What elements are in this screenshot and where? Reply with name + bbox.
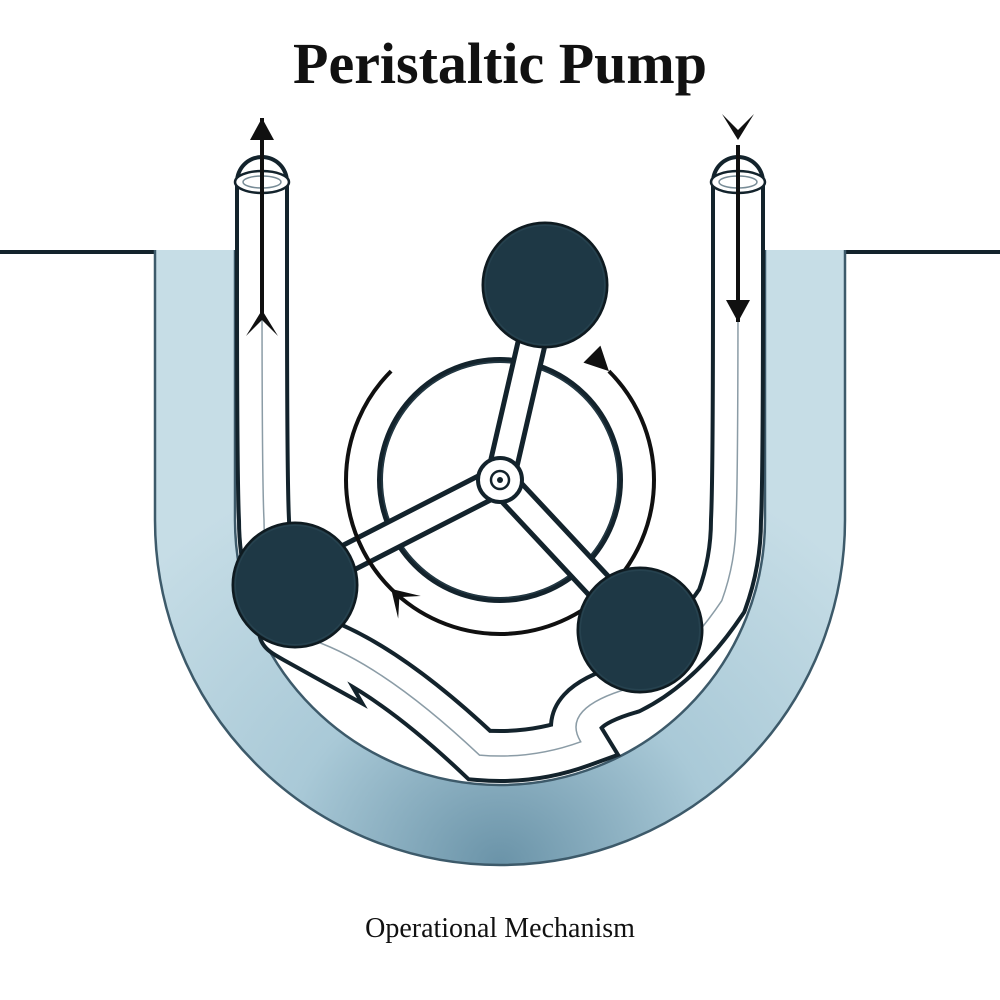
flow-arrowhead bbox=[250, 118, 274, 140]
rotation-arrowhead bbox=[583, 346, 608, 371]
roller bbox=[483, 223, 607, 347]
flow-arrow-tail bbox=[722, 114, 754, 140]
roller bbox=[578, 568, 702, 692]
roller bbox=[233, 523, 357, 647]
peristaltic-pump-diagram bbox=[0, 0, 1000, 1000]
